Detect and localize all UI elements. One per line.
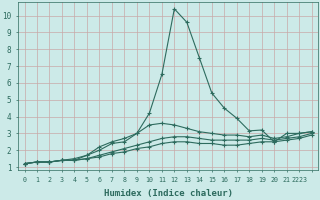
X-axis label: Humidex (Indice chaleur): Humidex (Indice chaleur) [104, 189, 233, 198]
